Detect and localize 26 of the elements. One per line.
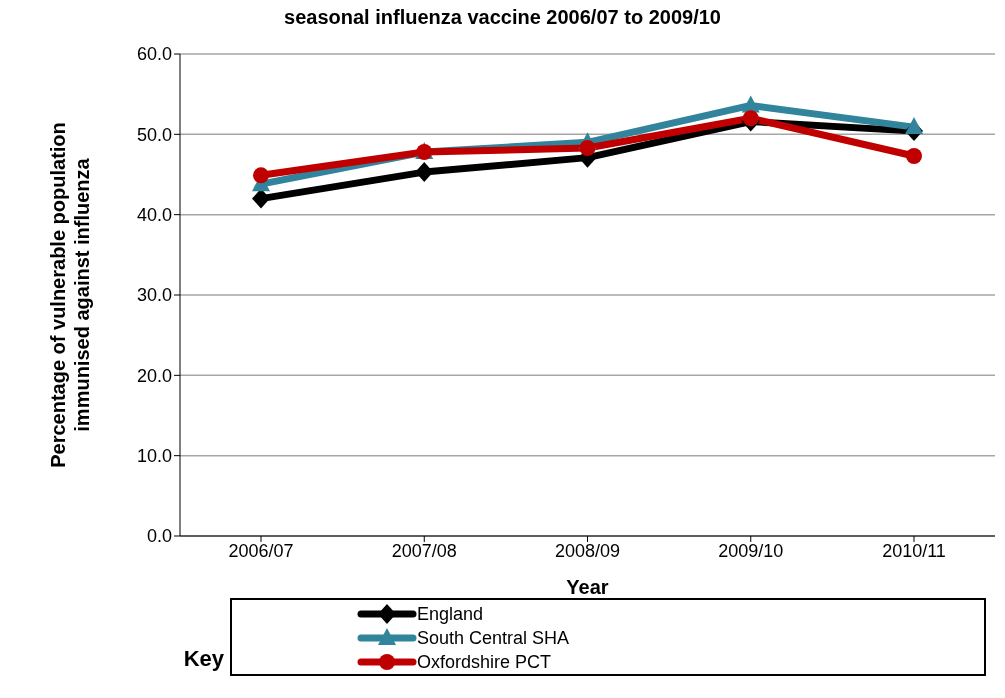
x-axis-title: Year — [566, 576, 609, 598]
chart-title: seasonal influenza vaccine 2006/07 to 2009/10 — [283, 6, 722, 29]
x-tick-label: 2007/08 — [391, 540, 457, 561]
x-tick-label: 2006/07 — [228, 540, 294, 561]
x-tick-label: 2009/10 — [718, 540, 784, 561]
point — [415, 162, 434, 183]
point — [579, 139, 596, 156]
y-tick-label: 30.0 — [136, 285, 172, 306]
y-tick-label: 10.0 — [136, 446, 172, 467]
legend-label: England — [417, 603, 484, 625]
y-tick-label: 60.0 — [136, 44, 172, 65]
point — [906, 148, 922, 165]
legend-title: Key — [182, 646, 224, 673]
y-tick-label: 20.0 — [136, 365, 172, 386]
legend-label: South Central SHA — [417, 627, 570, 649]
legend-label: Oxfordshire PCT — [417, 651, 552, 673]
y-tick-label: 50.0 — [136, 124, 172, 145]
point — [742, 110, 759, 127]
point — [905, 117, 923, 135]
x-tick-label: 2010/11 — [882, 540, 946, 561]
y-tick-label: 0.0 — [146, 526, 172, 547]
point — [252, 188, 270, 209]
y-tick-label: 40.0 — [136, 205, 172, 226]
point — [253, 167, 269, 184]
y-axis-title: Percentage of vulnerable population immunised against influenza — [47, 122, 93, 468]
x-tick-label: 2008/09 — [554, 540, 621, 561]
